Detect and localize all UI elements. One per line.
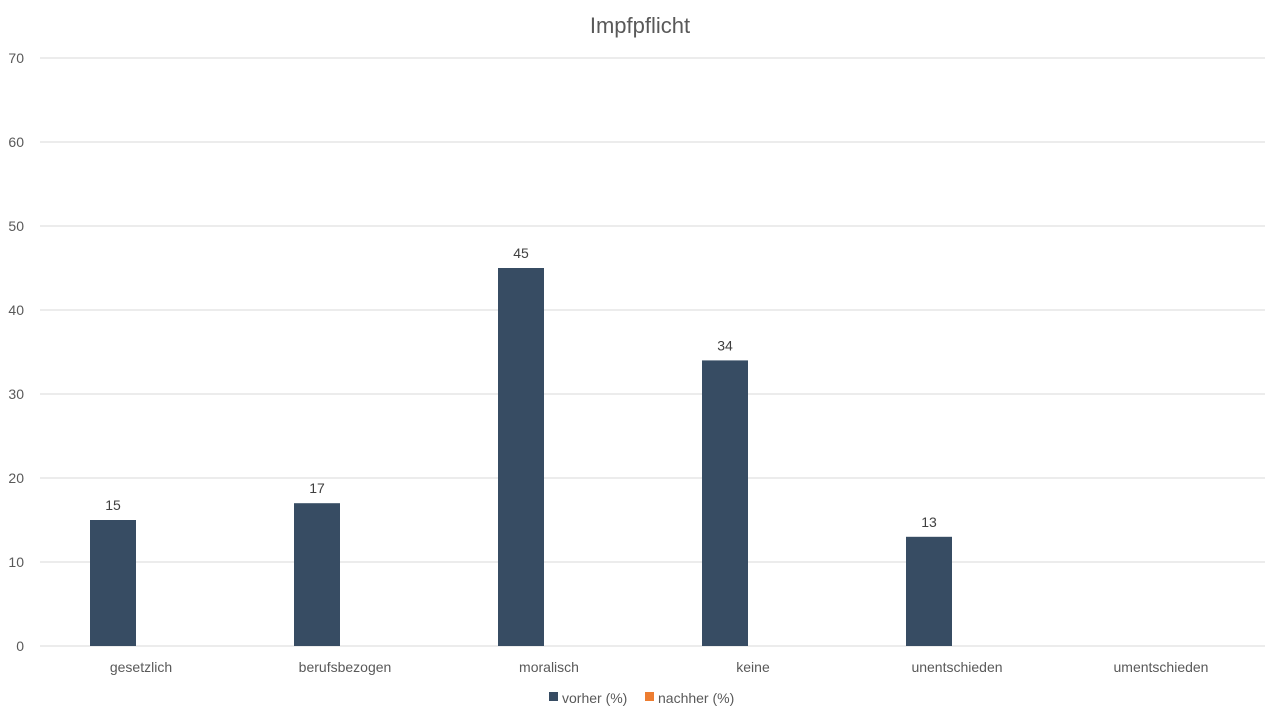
bar-keine: [702, 360, 748, 646]
y-tick-label: 60: [8, 134, 24, 150]
x-category-label: gesetzlich: [110, 659, 172, 675]
x-category-label: moralisch: [519, 659, 579, 675]
y-tick-label: 30: [8, 386, 24, 402]
bar-berufsbezogen: [294, 503, 340, 646]
x-category-label: keine: [736, 659, 770, 675]
bar-moralisch: [498, 268, 544, 646]
y-tick-label: 70: [8, 50, 24, 66]
data-label: 34: [717, 337, 733, 353]
x-axis-categories: gesetzlich berufsbezogen moralisch keine une…: [110, 659, 1209, 675]
y-tick-label: 50: [8, 218, 24, 234]
x-category-label: unentschieden: [911, 659, 1002, 675]
chart-title: Impfpflicht: [590, 13, 690, 38]
data-label: 13: [921, 514, 937, 530]
legend: vorher (%) nachher (%): [549, 690, 734, 706]
bar-unentschieden: [906, 536, 952, 646]
y-tick-label: 40: [8, 302, 24, 318]
gridlines: [40, 57, 1265, 647]
bars: [90, 268, 952, 646]
data-label: 15: [105, 497, 121, 513]
y-tick-label: 20: [8, 470, 24, 486]
y-axis-ticks: 0 10 20 30 40 50 60 70: [8, 50, 24, 654]
legend-label: nachher (%): [658, 690, 734, 706]
y-tick-label: 0: [16, 638, 24, 654]
x-category-label: umentschieden: [1114, 659, 1209, 675]
legend-label: vorher (%): [562, 690, 627, 706]
data-label: 45: [513, 245, 529, 261]
data-label: 17: [309, 480, 325, 496]
x-category-label: berufsbezogen: [299, 659, 392, 675]
legend-swatch: [549, 692, 558, 701]
legend-swatch: [645, 692, 654, 701]
data-labels: 15 17 45 34 13: [105, 245, 937, 530]
y-tick-label: 10: [8, 554, 24, 570]
bar-gesetzlich: [90, 520, 136, 646]
